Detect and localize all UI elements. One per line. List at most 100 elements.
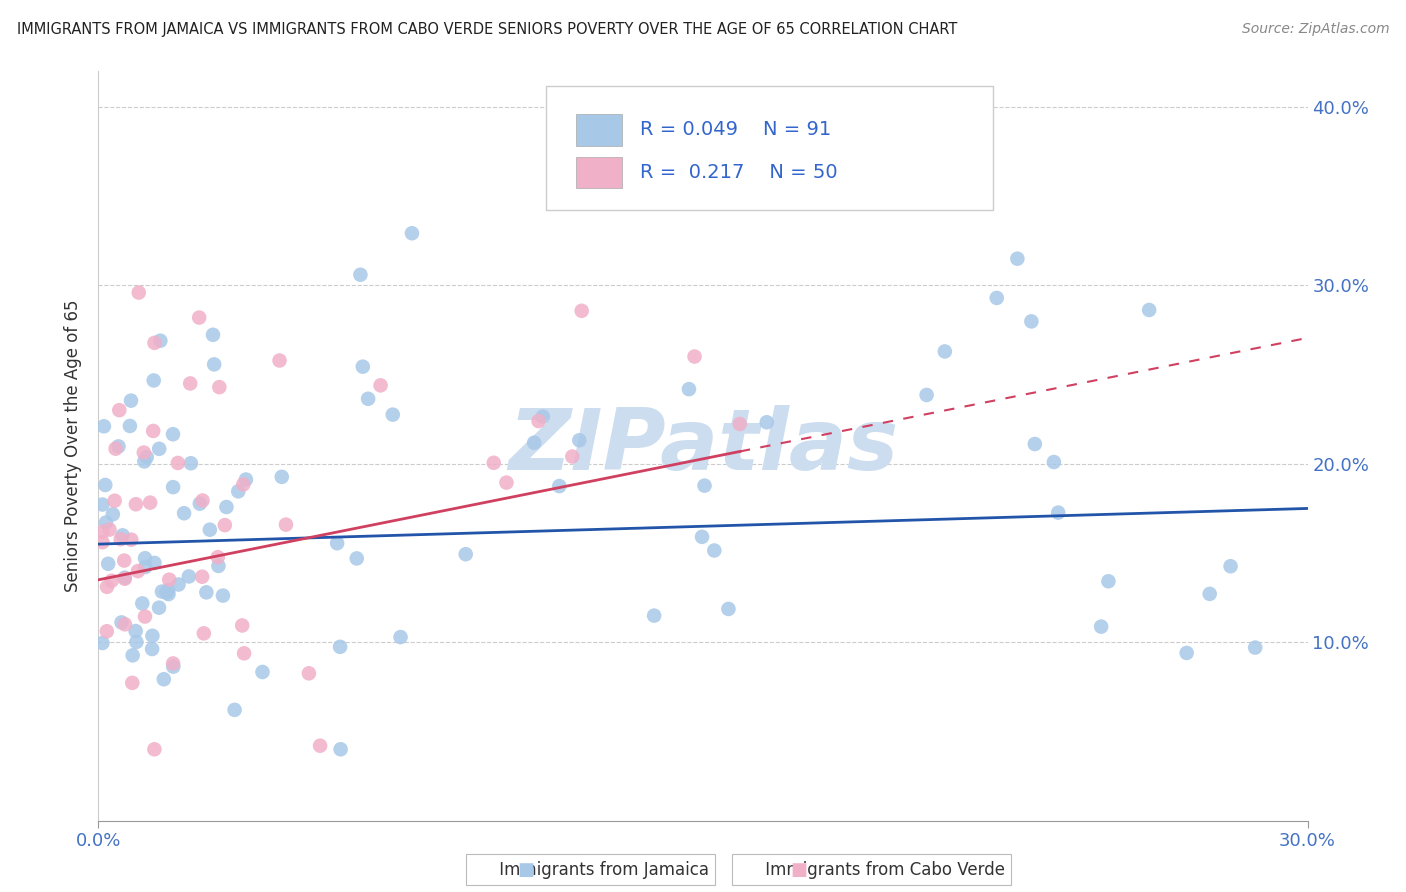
Point — [1097, 574, 1119, 589]
Point — [329, 742, 352, 756]
Point — [110, 615, 132, 630]
Text: R =  0.217    N = 50: R = 0.217 N = 50 — [640, 163, 838, 182]
Point — [934, 344, 956, 359]
Point — [274, 517, 297, 532]
Point — [150, 584, 173, 599]
Point — [1090, 619, 1112, 633]
Point — [131, 596, 153, 610]
Text: ■: ■ — [517, 861, 534, 879]
Point — [162, 427, 184, 442]
Point — [212, 589, 235, 603]
Point — [298, 666, 321, 681]
Point — [91, 524, 114, 539]
Point — [201, 327, 224, 342]
Point — [915, 388, 938, 402]
Point — [111, 528, 134, 542]
Point — [1219, 559, 1241, 574]
Point — [717, 602, 740, 616]
Point — [127, 564, 149, 578]
Point — [149, 334, 172, 348]
Point — [157, 582, 180, 597]
Point — [346, 551, 368, 566]
Text: IMMIGRANTS FROM JAMAICA VS IMMIGRANTS FROM CABO VERDE SENIORS POVERTY OVER THE A: IMMIGRANTS FROM JAMAICA VS IMMIGRANTS FR… — [17, 22, 957, 37]
Point — [180, 456, 202, 470]
Point — [179, 376, 201, 391]
Point — [162, 657, 184, 671]
Point — [143, 335, 166, 350]
Point — [214, 518, 236, 533]
FancyBboxPatch shape — [576, 114, 621, 145]
Point — [309, 739, 332, 753]
Point — [1198, 587, 1220, 601]
Point — [96, 624, 118, 639]
Point — [162, 480, 184, 494]
Point — [94, 516, 117, 530]
Point — [198, 523, 221, 537]
Point — [703, 543, 725, 558]
Point — [357, 392, 380, 406]
Point — [233, 646, 256, 660]
Point — [188, 497, 211, 511]
Point — [97, 557, 120, 571]
Point — [401, 226, 423, 240]
Point — [191, 570, 214, 584]
Point — [370, 378, 392, 392]
Point — [125, 497, 148, 511]
Point — [329, 640, 352, 654]
Point — [495, 475, 517, 490]
Point — [114, 571, 136, 585]
Point — [157, 587, 180, 601]
Point — [527, 414, 550, 428]
Point — [207, 550, 229, 565]
Point — [571, 303, 593, 318]
Point — [191, 493, 214, 508]
Point — [162, 659, 184, 673]
Point — [167, 577, 190, 591]
Point — [101, 507, 124, 521]
Point — [1024, 437, 1046, 451]
Point — [224, 703, 246, 717]
Point — [1244, 640, 1267, 655]
Point — [1137, 303, 1160, 318]
Point — [207, 558, 229, 573]
Point — [121, 676, 143, 690]
Point — [548, 479, 571, 493]
Point — [91, 535, 114, 549]
Point — [91, 498, 114, 512]
Point — [134, 454, 156, 468]
Point — [226, 484, 249, 499]
Point — [93, 419, 115, 434]
Point — [568, 434, 591, 448]
Point — [157, 573, 180, 587]
Point — [107, 439, 129, 453]
Point — [1175, 646, 1198, 660]
Point — [134, 551, 156, 566]
Text: Immigrants from Cabo Verde: Immigrants from Cabo Verde — [738, 861, 1005, 879]
Point — [193, 626, 215, 640]
Point — [125, 635, 148, 649]
Point — [98, 523, 121, 537]
Point — [104, 493, 127, 508]
Point — [120, 393, 142, 408]
Text: ZIPatlas: ZIPatlas — [508, 404, 898, 488]
Point — [690, 530, 713, 544]
Point — [755, 415, 778, 429]
Point — [352, 359, 374, 374]
Point — [252, 665, 274, 679]
Point — [118, 419, 141, 434]
Point — [94, 478, 117, 492]
Point — [482, 456, 505, 470]
Point — [110, 532, 132, 546]
Point — [1043, 455, 1066, 469]
Point — [232, 477, 254, 491]
Point — [531, 409, 554, 424]
Point — [120, 533, 142, 547]
Point — [153, 672, 176, 686]
Point — [1021, 314, 1043, 328]
Point — [986, 291, 1008, 305]
Text: Immigrants from Jamaica: Immigrants from Jamaica — [472, 861, 709, 879]
Point — [208, 380, 231, 394]
Point — [683, 350, 706, 364]
Point — [143, 556, 166, 570]
Point — [112, 553, 135, 567]
